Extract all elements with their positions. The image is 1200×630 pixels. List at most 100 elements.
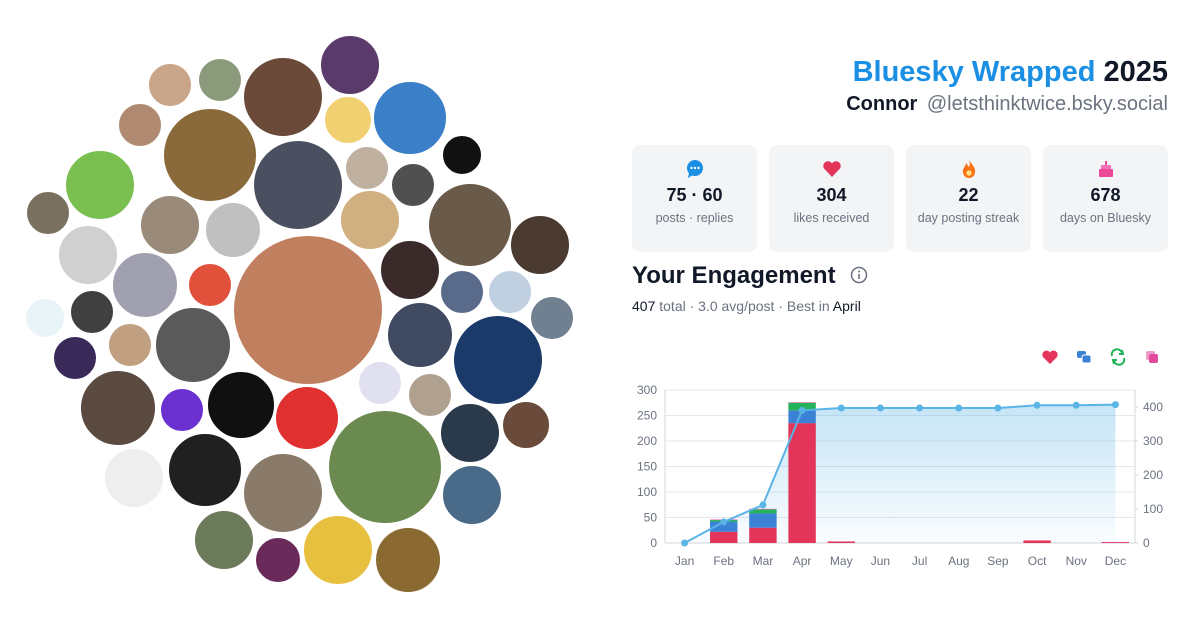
avatar[interactable] [204,201,262,259]
bar-segment [710,521,738,532]
avatar[interactable] [252,139,344,231]
avatar[interactable] [509,214,571,276]
avatar[interactable] [439,402,501,464]
bar-segment [1101,541,1130,543]
bar-segment [749,508,777,510]
avatar[interactable] [274,385,340,451]
stat-value: 678 [1090,185,1121,205]
avatar[interactable] [319,34,381,96]
line-point [916,404,924,412]
avatar[interactable] [193,509,255,571]
bar-segment [749,513,777,528]
avatar[interactable] [441,464,503,526]
x-tick-label: Mar [753,554,774,568]
stat-label: likes received [793,211,870,225]
avatar[interactable] [52,335,98,381]
legend-icon [1077,351,1092,364]
avatar[interactable] [206,370,276,440]
y-tick-label: 100 [637,485,657,499]
avatar[interactable] [344,145,390,191]
stat-icon [822,161,841,177]
total-value: 407 [632,298,656,314]
avatar[interactable] [69,289,115,335]
title: Bluesky Wrapped 2025 [853,56,1168,89]
avatar[interactable] [452,314,544,406]
y2-tick-label: 100 [1143,502,1163,516]
bar-segment [788,410,816,424]
line-point [876,404,884,412]
y-tick-label: 150 [637,460,657,474]
stat-value: 304 [816,185,847,205]
stat-icon [686,160,703,178]
info-icon[interactable] [850,266,868,284]
y-tick-label: 200 [637,434,657,448]
avatar[interactable] [427,182,513,268]
avatar[interactable] [339,189,401,251]
line-point [1111,401,1119,409]
x-tick-label: Oct [1028,554,1047,568]
y2-tick-label: 200 [1143,468,1163,482]
legend-icon-part [1110,348,1126,366]
bar-segment [749,509,777,514]
avatar[interactable] [439,269,485,315]
y2-tick-label: 300 [1143,434,1163,448]
avatar[interactable] [254,536,302,584]
avatar[interactable] [327,409,443,525]
section-heading: Your Engagement [632,262,868,290]
avatar[interactable] [357,360,403,406]
avatar[interactable] [139,194,201,256]
bar-segment [788,423,816,543]
avatar[interactable] [162,107,258,203]
avatar[interactable] [154,306,232,384]
line-area [684,404,1116,543]
avatar[interactable] [372,80,448,156]
avatar[interactable] [159,387,205,433]
x-tick-label: Sep [987,554,1009,568]
legend-icon-part [1042,350,1058,364]
avatar[interactable] [103,447,165,509]
stat-value: 75 · 60 [666,185,723,205]
x-tick-label: Aug [948,554,969,568]
avatar[interactable] [117,102,163,148]
avatar[interactable] [323,95,373,145]
avatar[interactable] [374,526,442,594]
line-point [994,404,1002,412]
avatar[interactable] [487,269,533,315]
avatar[interactable] [529,295,575,341]
avatar[interactable] [379,239,441,301]
line-point [1033,401,1041,409]
avatar[interactable] [24,297,66,339]
avatar[interactable] [501,400,551,450]
stat-card: 22 day posting streak [906,145,1031,252]
bar-segment [827,541,855,543]
engagement-chart: 0 50 100 150 200 250 300 0 100 200 300 400 Jan Feb Mar… [637,348,1163,568]
avatar[interactable] [242,452,324,534]
line-point [720,518,728,526]
x-tick-label: Nov [1066,554,1087,568]
bar-segment [710,531,738,543]
x-tick-label: Dec [1105,554,1126,568]
avatar[interactable] [79,369,157,447]
avatar[interactable] [407,372,453,418]
avatar[interactable] [390,162,436,208]
stat-card: 75 · 60 posts · replies [632,145,757,252]
title-year: 2025 [1103,56,1168,88]
avatar[interactable] [187,262,233,308]
avatar[interactable] [25,190,71,236]
legend-icon [1110,348,1126,366]
user-handle: @letsthinktwice.bsky.social [926,93,1168,115]
avatar[interactable] [167,432,243,508]
avatar[interactable] [232,234,384,386]
avatar[interactable] [302,514,374,586]
avatar[interactable] [111,251,179,319]
avatar[interactable] [147,62,193,108]
avatar[interactable] [107,322,153,368]
avatar[interactable] [197,57,243,103]
avatar[interactable] [386,301,454,369]
avatar[interactable] [242,56,324,138]
avatar[interactable] [57,224,119,286]
avatar[interactable] [64,149,136,221]
avatar[interactable] [441,134,483,176]
x-tick-label: May [830,554,853,568]
line-point [798,406,806,414]
